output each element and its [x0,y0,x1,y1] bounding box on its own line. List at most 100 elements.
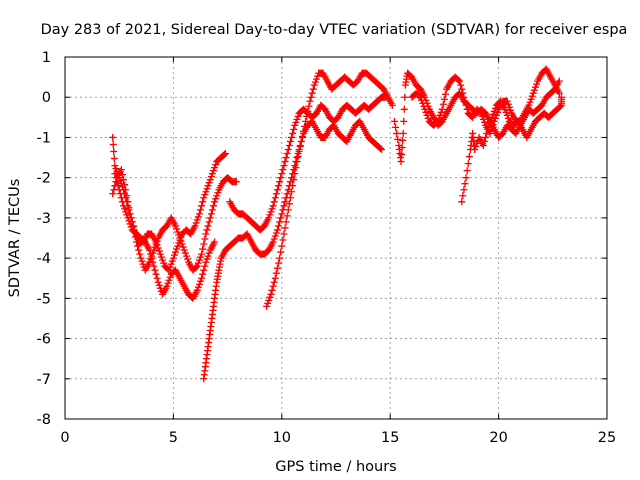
data-point [285,200,293,208]
data-point [112,165,120,173]
data-point [438,105,446,113]
series-trace-i [458,93,565,206]
data-point [172,248,180,256]
data-point [291,121,299,129]
data-point [434,117,442,125]
data-point [201,262,209,270]
data-point [533,80,541,88]
data-point [273,186,281,194]
data-point [200,266,208,274]
data-point [265,214,273,222]
data-point [136,250,144,258]
data-point [205,179,213,187]
data-point [125,204,133,212]
x-tick-label: 15 [381,430,399,446]
data-point [263,302,271,310]
data-point [197,206,204,214]
data-point [528,92,536,100]
y-tick-label: -6 [37,332,51,348]
data-point [204,252,212,260]
data-points [109,65,565,383]
data-point [138,257,146,265]
data-point [471,146,479,154]
data-point [296,142,304,150]
data-point [465,153,473,161]
data-point [421,105,429,113]
data-point [398,144,406,151]
data-point [194,259,202,267]
data-point [157,253,165,261]
data-point [462,101,470,109]
data-point [202,258,210,266]
x-tick-label: 5 [169,430,178,446]
data-point [460,186,468,194]
data-point [208,206,216,214]
data-point [308,89,316,97]
data-point [459,89,467,97]
data-point [173,245,181,253]
data-point [271,194,279,202]
y-tick-label: -4 [37,251,51,267]
data-point [199,245,207,253]
data-point [309,85,317,93]
data-point [489,120,497,128]
y-tick-label: -5 [37,291,51,307]
data-point [289,129,297,137]
data-point [271,274,279,282]
data-point [437,108,445,116]
data-point [200,194,208,202]
data-point [180,246,188,254]
data-point [198,250,206,258]
data-point [458,198,466,206]
data-point [212,195,220,203]
data-point [111,170,119,178]
data-point [114,182,122,190]
x-tick-label: 0 [60,430,69,446]
data-point [529,89,537,97]
y-tick-label: -7 [37,372,51,388]
data-point [164,279,172,287]
data-point [221,150,229,158]
data-point [266,211,274,219]
data-point [531,83,539,91]
data-point [294,153,302,161]
data-point [422,108,430,116]
data-point [286,137,294,145]
data-point [211,198,219,206]
data-point [155,247,163,255]
data-point [179,243,187,251]
y-tick-label: 1 [42,50,51,66]
data-point [458,85,466,93]
data-point [456,77,464,85]
data-point [283,190,291,198]
data-point [417,93,425,101]
x-tick-labels: 0 5 10 15 20 25 [60,430,616,446]
data-point [555,89,563,97]
data-point [195,280,203,288]
data-point [310,81,318,89]
data-point [206,214,214,222]
data-point [110,148,118,156]
data-point [267,208,275,216]
data-point [210,202,218,210]
x-tick-label: 10 [273,430,291,446]
data-point [207,173,215,181]
data-point [401,93,409,101]
data-point [305,102,313,110]
data-point [175,239,183,247]
data-point [472,142,480,150]
data-point [281,198,289,206]
data-point [183,255,191,263]
data-point [270,235,278,243]
data-point [173,225,181,233]
data-point [277,174,285,182]
data-point [504,114,512,122]
series-trace-c [111,170,219,302]
x-axis-label: GPS time / hours [275,459,396,475]
data-point [207,210,215,218]
data-point [485,122,493,130]
data-point [199,270,207,278]
data-point [415,92,423,100]
data-point [290,125,298,133]
grid-lines [65,57,607,419]
